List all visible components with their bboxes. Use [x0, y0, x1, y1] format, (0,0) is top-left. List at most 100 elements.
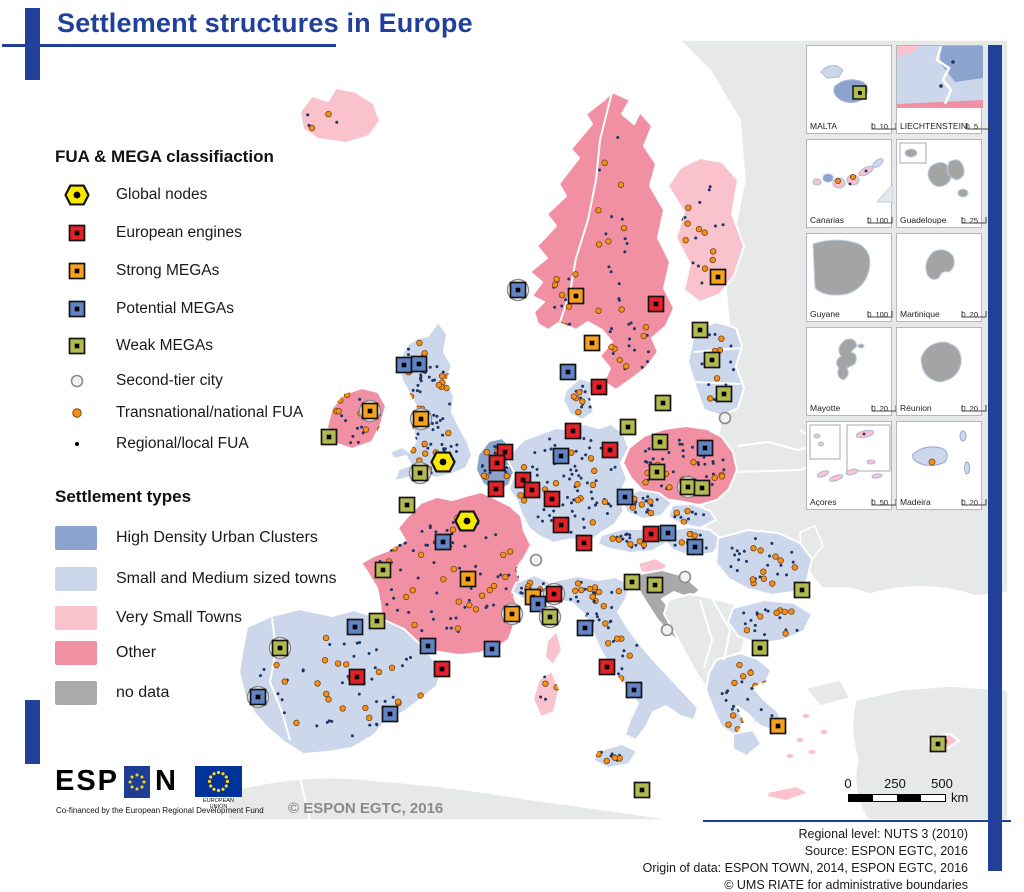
inset-map-graphic	[897, 46, 983, 108]
scale-tick-label: 500	[931, 776, 953, 791]
inset-scale-bar: 0 10	[871, 122, 897, 131]
footer-accent-bar	[25, 700, 40, 764]
inset-label: Mayotte	[810, 403, 841, 413]
legend-item-label: Transnational/national FUA	[116, 404, 304, 421]
inset-label: Martinique	[900, 309, 940, 319]
legend-item-engine: European engines	[55, 220, 355, 246]
scale-segment	[921, 794, 945, 801]
scale-ticks: 0 250 500	[844, 776, 975, 791]
north-africa	[227, 776, 669, 821]
settlement-type-label: Other	[116, 644, 157, 661]
scale-tick-label: 0	[844, 776, 852, 791]
fua-legend-header: FUA & MEGA classifiaction	[55, 147, 274, 166]
page-title: Settlement structures in Europe	[57, 8, 473, 38]
map-copyright: © ESPON EGTC, 2016	[288, 800, 444, 817]
inset-map-graphic	[899, 142, 969, 198]
right-accent-bar	[988, 45, 1002, 871]
legend-item-global: Global nodes	[55, 182, 355, 208]
legend-item-weak: Weak MEGAs	[55, 333, 355, 359]
inset-map-guyane: Guyane 0 100	[806, 233, 893, 322]
settlement-color-swatch	[55, 526, 97, 550]
inset-label: Madeira	[900, 497, 931, 507]
settlement-color-swatch	[55, 606, 97, 630]
settlement-type-label: High Density Urban Clusters	[116, 529, 318, 546]
cofinance-tagline: Co-financed by the European Regional Dev…	[56, 806, 264, 815]
inset-scale-bar: 0 20	[871, 404, 897, 413]
inset-map-canarias: Canarias 0 100	[806, 139, 893, 228]
eu-flag-caption: EUROPEAN UNION	[203, 798, 234, 810]
engine-icon	[55, 220, 99, 246]
credit-line: © UMS RIATE for administrative boundarie…	[724, 878, 968, 892]
settlement-type-label: Small and Medium sized towns	[116, 570, 337, 587]
legend-item-potential: Potential MEGAs	[55, 296, 355, 322]
settlement-type-item: Small and Medium sized towns	[55, 567, 385, 591]
inset-label: Açores	[810, 497, 837, 507]
credit-line: Origin of data: ESPON TOWN, 2014, ESPON …	[642, 861, 968, 875]
espon-logo-text-suffix: N	[155, 765, 178, 797]
credit-line: Regional level: NUTS 3 (2010)	[798, 827, 968, 841]
inset-map-graphic	[812, 158, 893, 203]
settlement-legend-header: Settlement types	[55, 487, 192, 506]
inset-scale-bar: 0 50	[871, 498, 897, 507]
legend-item-label: Second-tier city	[116, 372, 223, 389]
local-icon	[55, 431, 99, 457]
settlement-type-label: Very Small Towns	[116, 609, 242, 626]
inset-map-graphic	[835, 338, 865, 381]
inset-scale-bar: 0 20	[961, 310, 987, 319]
inset-label: MALTA	[810, 121, 838, 131]
weak-icon	[55, 333, 99, 359]
scale-strip	[848, 793, 946, 802]
settlement-type-item: Other	[55, 641, 385, 665]
scale-segment	[849, 794, 873, 801]
legend-item-local: Regional/local FUA	[55, 431, 355, 457]
scale-tick-label: 250	[884, 776, 906, 791]
second-icon	[55, 368, 99, 394]
inset-scale-bar: 0 100	[867, 216, 893, 225]
inset-label: LIECHTENSTEIN	[900, 121, 968, 131]
settlement-color-swatch	[55, 567, 97, 591]
inset-map-martinique: Martinique 0 20	[896, 233, 987, 322]
espon-logo-text-prefix: ESP	[55, 765, 120, 797]
inset-map-graphic	[912, 430, 970, 475]
scale-unit: km	[951, 790, 969, 805]
global-icon	[55, 182, 99, 208]
legend-item-second: Second-tier city	[55, 368, 355, 394]
legend-item-label: European engines	[116, 224, 242, 241]
legend-item-label: Strong MEGAs	[116, 262, 220, 279]
settlement-type-item: no data	[55, 681, 385, 705]
inset-scale-bar: 0 20	[961, 404, 987, 413]
credits-rule	[703, 820, 1011, 822]
inset-scale-bar: 0 5	[966, 122, 992, 131]
inset-map-graphic	[820, 65, 869, 104]
inset-label: Réunion	[900, 403, 932, 413]
inset-map-guadeloupe: Guadeloupe 0 25	[896, 139, 987, 228]
inset-label: Guyane	[810, 309, 840, 319]
mega-markers	[246, 268, 947, 799]
legend-item-label: Global nodes	[116, 186, 208, 203]
settlement-type-label: no data	[116, 684, 170, 701]
inset-map-malta: MALTA 0 10	[806, 45, 897, 134]
scale-segment	[873, 794, 897, 801]
credits-block: Regional level: NUTS 3 (2010) Source: ESP…	[0, 826, 968, 892]
inset-map-madeira: Madeira 0 20	[896, 421, 987, 510]
inset-map-mayotte: Mayotte 0 20	[806, 327, 897, 416]
inset-map-graphic	[920, 341, 962, 383]
espon-stars-icon	[128, 773, 146, 790]
espon-logo-star-box	[124, 765, 151, 798]
potential-icon	[55, 296, 99, 322]
scale-segment	[897, 794, 921, 801]
legend-item-label: Potential MEGAs	[116, 300, 235, 317]
fua-icon	[55, 400, 99, 426]
inset-scale-bar: 0 100	[867, 310, 893, 319]
settlement-type-item: High Density Urban Clusters	[55, 526, 385, 550]
settlement-type-item: Very Small Towns	[55, 606, 385, 630]
eu-flag-icon: EUROPEAN UNION	[194, 766, 242, 810]
inset-map-graphic	[809, 424, 891, 482]
legend-item-label: Weak MEGAs	[116, 337, 214, 354]
legend-item-strong: Strong MEGAs	[55, 258, 355, 284]
inset-scale-bar: 0 20	[961, 498, 987, 507]
strong-icon	[55, 258, 99, 284]
inset-scale-bar: 0 25	[961, 216, 987, 225]
